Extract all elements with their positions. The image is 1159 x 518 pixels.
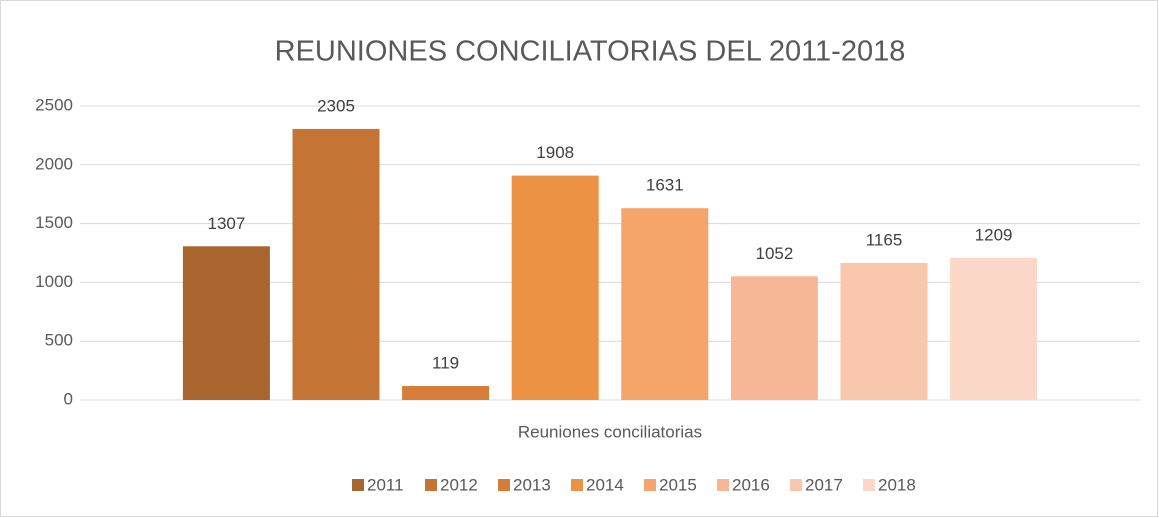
bar: [950, 257, 1038, 400]
legend-label: 2014: [586, 475, 624, 494]
bar: [292, 128, 380, 400]
legend-label: 2011: [367, 475, 404, 494]
legend-swatch: [352, 479, 364, 491]
legend-swatch: [790, 479, 802, 491]
data-label: 119: [432, 353, 459, 372]
legend-swatch: [498, 479, 510, 491]
data-label: 1052: [755, 244, 793, 263]
y-tick-label: 0: [64, 389, 73, 408]
data-label: 2305: [317, 96, 355, 115]
legend-label: 2018: [878, 475, 916, 494]
bar: [402, 386, 490, 400]
data-label: 1631: [646, 176, 684, 195]
legend-label: 2016: [732, 475, 770, 494]
data-label: 1307: [207, 214, 245, 233]
y-tick-label: 1500: [35, 213, 73, 232]
y-tick-label: 1000: [35, 272, 73, 291]
legend-swatch: [644, 479, 656, 491]
data-label: 1209: [975, 225, 1013, 244]
bar: [840, 262, 928, 400]
bar: [730, 276, 818, 400]
y-tick-label: 2500: [35, 95, 73, 114]
x-tick-label: Reuniones conciliatorias: [518, 422, 702, 441]
bar: [621, 208, 709, 400]
bar: [511, 175, 599, 400]
legend-label: 2015: [659, 475, 697, 494]
legend-swatch: [571, 479, 583, 491]
y-tick-label: 2000: [35, 154, 73, 173]
legend-label: 2013: [513, 475, 551, 494]
legend-swatch: [717, 479, 729, 491]
data-label: 1165: [866, 230, 903, 249]
legend-swatch: [863, 479, 875, 491]
bar: [182, 246, 270, 400]
legend-label: 2017: [805, 475, 843, 494]
legend-swatch: [425, 479, 437, 491]
chart-title: REUNIONES CONCILIATORIAS DEL 2011-2018: [275, 36, 906, 68]
legend-label: 2012: [440, 475, 478, 494]
y-tick-label: 500: [45, 331, 73, 350]
data-label: 1908: [536, 143, 574, 162]
